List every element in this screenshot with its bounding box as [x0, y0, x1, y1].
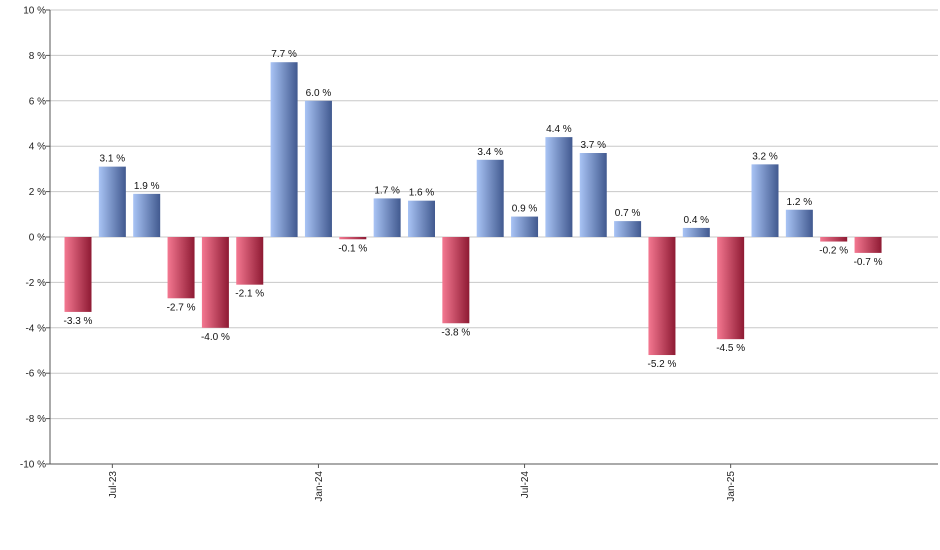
bar — [579, 153, 607, 237]
y-tick-label: 10 % — [23, 6, 46, 17]
data-label: 0.9 % — [512, 204, 538, 215]
y-tick-label: 4 % — [29, 142, 46, 153]
bar — [133, 193, 161, 237]
bar — [167, 237, 195, 299]
bar — [614, 221, 642, 237]
bar — [64, 237, 92, 312]
x-tick-label: Jan-25 — [726, 471, 737, 502]
y-tick-label: 6 % — [29, 96, 46, 107]
y-tick-label: 0 % — [29, 233, 46, 244]
bar — [408, 200, 435, 237]
data-label: -5.2 % — [647, 359, 676, 370]
data-labels: -3.3 % 3.1 % 1.9 % -2.7 % -4.0 % -2.1 % 7.7 % 6… — [64, 49, 883, 370]
bar — [304, 100, 332, 237]
data-label: 4.4 % — [546, 124, 572, 135]
data-label: -2.7 % — [167, 302, 196, 313]
bar — [820, 237, 848, 242]
x-tick-label: Jul-23 — [108, 471, 119, 499]
data-label: 1.6 % — [409, 188, 435, 199]
bar — [442, 237, 470, 324]
data-label: 3.2 % — [752, 151, 778, 162]
bar — [201, 237, 229, 328]
data-label: 1.2 % — [787, 197, 813, 208]
bar — [854, 237, 882, 253]
y-tick-label: -10 % — [20, 460, 46, 471]
x-tick-label: Jul-24 — [520, 471, 531, 499]
data-label: -0.1 % — [338, 243, 367, 254]
data-label: 3.1 % — [100, 154, 126, 165]
bar — [339, 237, 367, 240]
data-label: 1.9 % — [134, 181, 160, 192]
data-label: -3.8 % — [441, 327, 470, 338]
data-label: -2.1 % — [235, 289, 264, 300]
y-tick-label: -8 % — [25, 414, 46, 425]
data-label: 0.7 % — [615, 208, 641, 219]
y-tick-label: 8 % — [29, 51, 46, 62]
bar — [751, 164, 779, 237]
bars — [64, 62, 882, 356]
data-label: -3.3 % — [64, 316, 93, 327]
data-label: -0.7 % — [854, 257, 883, 268]
bar — [545, 137, 573, 237]
bar — [270, 62, 298, 238]
data-label: 1.7 % — [374, 185, 400, 196]
bar — [785, 209, 813, 237]
data-label: 3.4 % — [477, 147, 503, 158]
bar — [373, 198, 401, 237]
bar — [648, 237, 676, 356]
data-label: 6.0 % — [306, 88, 332, 99]
bar — [682, 227, 710, 237]
y-tick-label: -6 % — [25, 369, 46, 380]
bar — [236, 237, 264, 285]
data-label: -4.5 % — [716, 343, 745, 354]
y-tick-label: -2 % — [25, 278, 46, 289]
bar — [717, 237, 745, 340]
data-label: 7.7 % — [271, 49, 297, 60]
data-label: 3.7 % — [580, 140, 606, 151]
data-label: -4.0 % — [201, 332, 230, 343]
data-label: -0.2 % — [819, 246, 848, 257]
x-tick-label: Jan-24 — [314, 471, 325, 502]
y-tick-label: 2 % — [29, 187, 46, 198]
bar — [98, 166, 126, 237]
y-tick-label: -4 % — [25, 323, 46, 334]
bar — [511, 216, 539, 237]
bar — [476, 159, 504, 237]
data-label: 0.4 % — [684, 215, 710, 226]
axes: -10 % -8 % -6 % -4 % -2 % 0 % 2 % 4 % 6 % 8 % 10 %… — [20, 6, 938, 502]
